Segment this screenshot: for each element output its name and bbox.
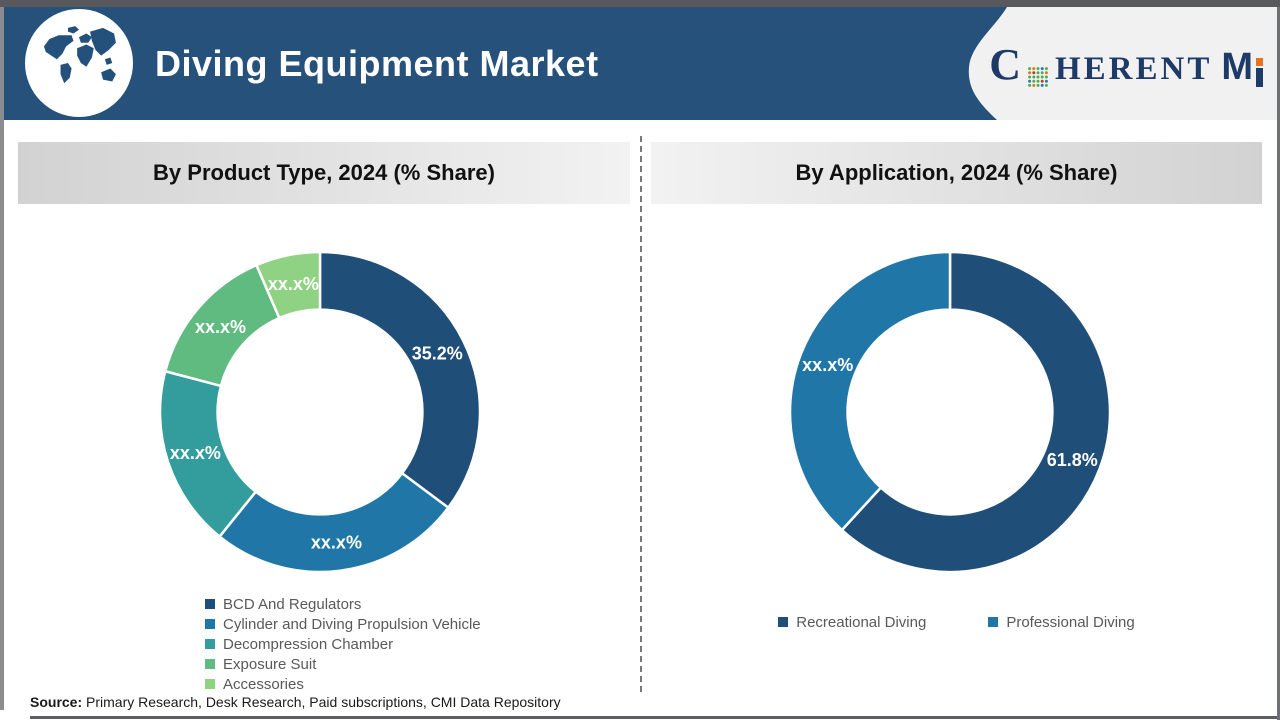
frame-right-border — [1277, 7, 1280, 720]
panel-divider — [640, 136, 642, 692]
segment-label-4: xx.x% — [268, 274, 319, 294]
legend-item: Decompression Chamber — [205, 634, 481, 654]
brand-i-orange-dot — [1256, 58, 1263, 66]
legend-label: Decompression Chamber — [223, 635, 394, 653]
brand-i-bar — [1256, 68, 1263, 87]
segment-label-1: xx.x% — [311, 532, 362, 552]
product-type-legend: BCD And Regulators Cylinder and Diving Pr… — [205, 594, 481, 694]
legend-item: BCD And Regulators — [205, 594, 481, 614]
source-note: Source: Primary Research, Desk Research,… — [30, 694, 561, 710]
segment-label-3: xx.x% — [195, 317, 246, 337]
legend-label: Professional Diving — [1006, 613, 1135, 631]
segment-label-0: 61.8% — [1047, 450, 1098, 470]
coherent-mi-logo: C HERENT M — [989, 43, 1263, 87]
donut-segment-1 — [218, 471, 450, 574]
source-label: Source: — [30, 694, 83, 710]
legend-swatch — [205, 679, 215, 689]
legend-swatch — [205, 639, 215, 649]
coherent-globe-icon — [1028, 67, 1048, 87]
right-panel-title: By Application, 2024 (% Share) — [651, 142, 1262, 204]
left-panel-title: By Product Type, 2024 (% Share) — [18, 142, 630, 204]
segment-label-2: xx.x% — [170, 443, 221, 463]
legend-label: BCD And Regulators — [223, 595, 362, 613]
legend-label: Exposure Suit — [223, 655, 317, 673]
legend-swatch — [988, 617, 999, 627]
page-title: Diving Equipment Market — [155, 42, 599, 84]
legend-label: Cylinder and Diving Propulsion Vehicle — [223, 615, 481, 633]
legend-item: Accessories — [205, 674, 481, 694]
legend-label: Recreational Diving — [796, 613, 927, 631]
legend-label: Accessories — [223, 675, 304, 693]
brand-letter-i-mark — [1256, 56, 1263, 87]
world-map-logo — [25, 9, 133, 117]
frame-left-border — [0, 7, 4, 710]
brand-letters-herent: HERENT — [1054, 51, 1213, 87]
frame-top-border — [0, 0, 1280, 7]
donut-segment-4 — [255, 250, 322, 320]
legend-swatch — [778, 617, 789, 627]
legend-swatch — [205, 659, 215, 669]
legend-swatch — [205, 619, 215, 629]
segment-label-0: 35.2% — [412, 343, 463, 363]
brand-letter-m: M — [1221, 46, 1253, 88]
legend-item: Professional Diving — [988, 612, 1135, 632]
header-swoosh-shape — [968, 7, 1277, 120]
world-map-icon — [43, 26, 116, 84]
legend-item: Recreational Diving — [778, 612, 926, 632]
source-text: Primary Research, Desk Research, Paid su… — [82, 694, 561, 710]
header: Diving Equipment Market C HERENT M — [4, 7, 1277, 120]
legend-swatch — [205, 599, 215, 609]
legend-item: Exposure Suit — [205, 654, 481, 674]
application-donut-chart: 61.8% xx.x% — [788, 250, 1112, 574]
product-type-donut-chart: 35.2% xx.x% xx.x% xx.x% xx.x% — [158, 250, 482, 574]
donut-segment-1 — [788, 250, 952, 532]
legend-item: Cylinder and Diving Propulsion Vehicle — [205, 614, 481, 634]
segment-label-1: xx.x% — [802, 355, 853, 375]
brand-letter-c: C — [989, 40, 1021, 89]
frame-bottom-border — [30, 716, 1277, 719]
application-legend: Recreational Diving Professional Diving — [651, 612, 1262, 632]
donut-segment-0 — [840, 250, 1112, 574]
donut-segment-0 — [318, 250, 482, 509]
